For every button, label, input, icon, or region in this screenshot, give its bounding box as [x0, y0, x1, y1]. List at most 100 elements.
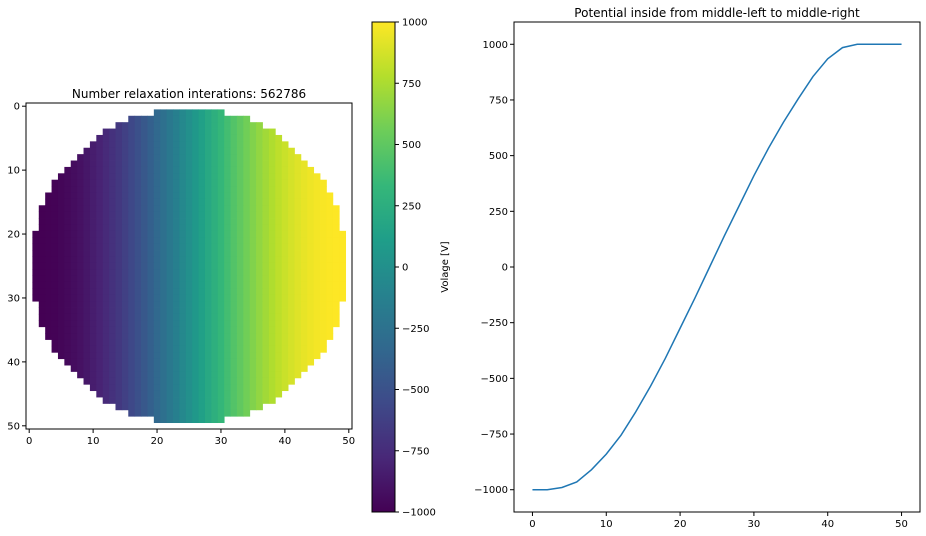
heatmap-cell — [249, 256, 257, 264]
heatmap-cell — [275, 218, 283, 225]
heatmap-cell — [147, 313, 155, 321]
heatmap-cell — [141, 179, 148, 187]
heatmap-cell — [204, 128, 212, 136]
heatmap-cell — [230, 409, 238, 417]
heatmap-cell — [102, 186, 110, 193]
heatmap-cell — [198, 154, 206, 161]
heatmap-cell — [179, 384, 187, 392]
heatmap-cell — [320, 288, 327, 296]
heatmap-cell — [294, 288, 302, 296]
heatmap-cell — [51, 256, 59, 264]
heatmap-cell — [268, 243, 276, 251]
heatmap-cell — [243, 288, 251, 296]
heatmap-cell — [96, 313, 104, 321]
heatmap-cell — [224, 288, 231, 296]
heatmap-cell — [307, 192, 315, 200]
heatmap-cell — [256, 377, 263, 385]
heatmap-cell — [211, 128, 219, 136]
heatmap-cell — [198, 269, 206, 276]
heatmap-cell — [83, 205, 91, 213]
heatmap-cell — [141, 192, 148, 200]
heatmap-cell — [57, 250, 65, 257]
heatmap-cell — [288, 237, 295, 245]
heatmap-cell — [185, 352, 193, 360]
heatmap-cell — [109, 198, 116, 206]
heatmap-cell — [96, 179, 104, 187]
heatmap-cell — [109, 154, 116, 161]
heatmap-cell — [89, 377, 97, 385]
heatmap-cell — [141, 166, 148, 174]
heatmap-cell — [217, 141, 225, 149]
heatmap-cell — [64, 179, 72, 187]
heatmap-cell — [147, 320, 155, 328]
heatmap-cell — [134, 397, 142, 404]
heatmap-cell — [294, 192, 302, 200]
heatmap-cell — [128, 256, 136, 264]
heatmap-cell — [204, 288, 212, 296]
heatmap-cell — [256, 134, 263, 142]
heatmap-cell — [45, 230, 52, 238]
heatmap-cell — [320, 262, 327, 270]
heatmap-cell — [70, 256, 78, 264]
heatmap-cell — [173, 134, 180, 142]
heatmap-cell — [249, 160, 257, 168]
heatmap-cell — [96, 166, 104, 174]
heatmap-cell — [128, 166, 136, 174]
heatmap-cell — [45, 192, 52, 200]
heatmap-cell — [166, 326, 174, 334]
heatmap-cell — [262, 326, 270, 334]
heatmap-cell — [121, 294, 129, 302]
heatmap-cell — [173, 160, 180, 168]
heatmap-cell — [230, 384, 238, 392]
heatmap-cell — [115, 173, 123, 181]
heatmap-cell — [153, 243, 161, 251]
heatmap-cell — [147, 166, 155, 174]
heatmap-cell — [262, 397, 270, 404]
heatmap-cell — [141, 262, 148, 270]
heatmap-cell — [179, 409, 187, 417]
heatmap-cell — [141, 288, 148, 296]
heatmap-cell — [230, 275, 238, 283]
heatmap-cell — [128, 250, 136, 257]
heatmap-cell — [121, 243, 129, 251]
heatmap-cell — [211, 269, 219, 276]
heatmap-cell — [262, 250, 270, 257]
heatmap-cell — [326, 192, 334, 200]
heatmap-cell — [51, 339, 59, 347]
heatmap-cell — [89, 358, 97, 366]
heatmap-cell — [204, 218, 212, 225]
heatmap-cell — [160, 365, 168, 372]
heatmap-cell — [192, 352, 199, 360]
heatmap-cell — [211, 205, 219, 213]
heatmap-cell — [217, 345, 225, 353]
heatmap-cell — [217, 230, 225, 238]
heatmap-cell — [115, 250, 123, 257]
heatmap-cell — [128, 352, 136, 360]
heatmap-cell — [179, 371, 187, 379]
heatmap-cell — [256, 256, 263, 264]
heatmap-cell — [217, 365, 225, 372]
heatmap-cell — [211, 218, 219, 225]
heatmap-cell — [147, 173, 155, 181]
heatmap-cell — [153, 307, 161, 315]
heatmap-cell — [268, 358, 276, 366]
heatmap-cell — [166, 371, 174, 379]
heatmap-cell — [192, 326, 199, 334]
heatmap-cell — [77, 224, 84, 232]
heatmap-cell — [243, 141, 251, 149]
heatmap-cell — [281, 205, 289, 213]
heatmap-cell — [173, 288, 180, 296]
heatmap-cell — [211, 313, 219, 321]
heatmap-cell — [249, 173, 257, 181]
heatmap-cell — [204, 122, 212, 129]
heatmap-cell — [109, 218, 116, 225]
heatmap-cell — [320, 313, 327, 321]
heatmap-cell — [262, 179, 270, 187]
heatmap-cell — [179, 211, 187, 219]
heatmap-cell — [211, 154, 219, 161]
heatmap-cell — [198, 377, 206, 385]
heatmap-cell — [262, 371, 270, 379]
heatmap-cell — [185, 128, 193, 136]
heatmap-cell — [115, 262, 123, 270]
heatmap-cell — [217, 416, 225, 424]
